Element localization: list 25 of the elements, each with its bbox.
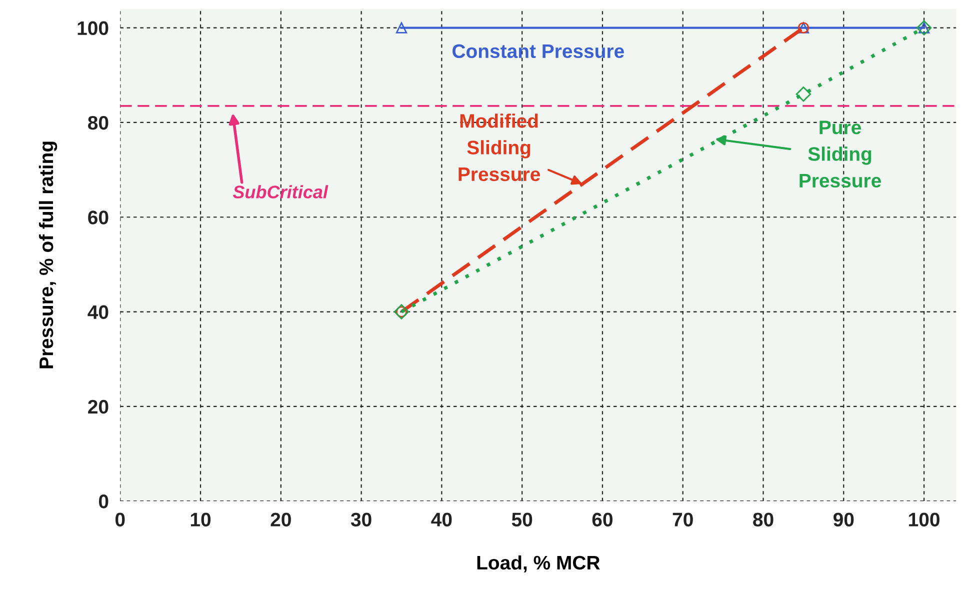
x-axis-title: Load, % MCR — [477, 555, 600, 572]
x-tick-label: 40 — [431, 512, 452, 526]
annotation: Pure Sliding Pressure — [800, 120, 881, 188]
x-tick-label: 30 — [350, 512, 372, 527]
y-tick-label: 40 — [88, 305, 108, 320]
y-tick-label: 0 — [98, 494, 108, 508]
x-tick-label: 50 — [512, 512, 532, 526]
y-tick-label: 60 — [88, 210, 108, 224]
x-tick-label: 60 — [592, 512, 612, 526]
y-tick-label: 80 — [88, 116, 108, 130]
x-tick-label: 80 — [753, 512, 774, 526]
y-tick-label: 100 — [78, 21, 108, 36]
x-tick-label: 20 — [270, 512, 291, 526]
annotation: Modified Sliding Pressure — [458, 114, 540, 182]
ref-line-label: SubCritical — [232, 185, 328, 198]
annotation: Constant Pressure — [452, 44, 624, 58]
x-tick-label: 70 — [672, 512, 693, 526]
x-tick-label: 100 — [909, 512, 940, 526]
point — [796, 86, 812, 102]
x-tick-label: 10 — [190, 512, 211, 526]
x-tick-label: 90 — [834, 512, 854, 526]
point — [396, 22, 408, 34]
y-tick-label: 20 — [88, 400, 108, 414]
x-tick-label: 0 — [115, 512, 125, 526]
y-axis-title: Pressure, % of full rating — [38, 142, 58, 368]
